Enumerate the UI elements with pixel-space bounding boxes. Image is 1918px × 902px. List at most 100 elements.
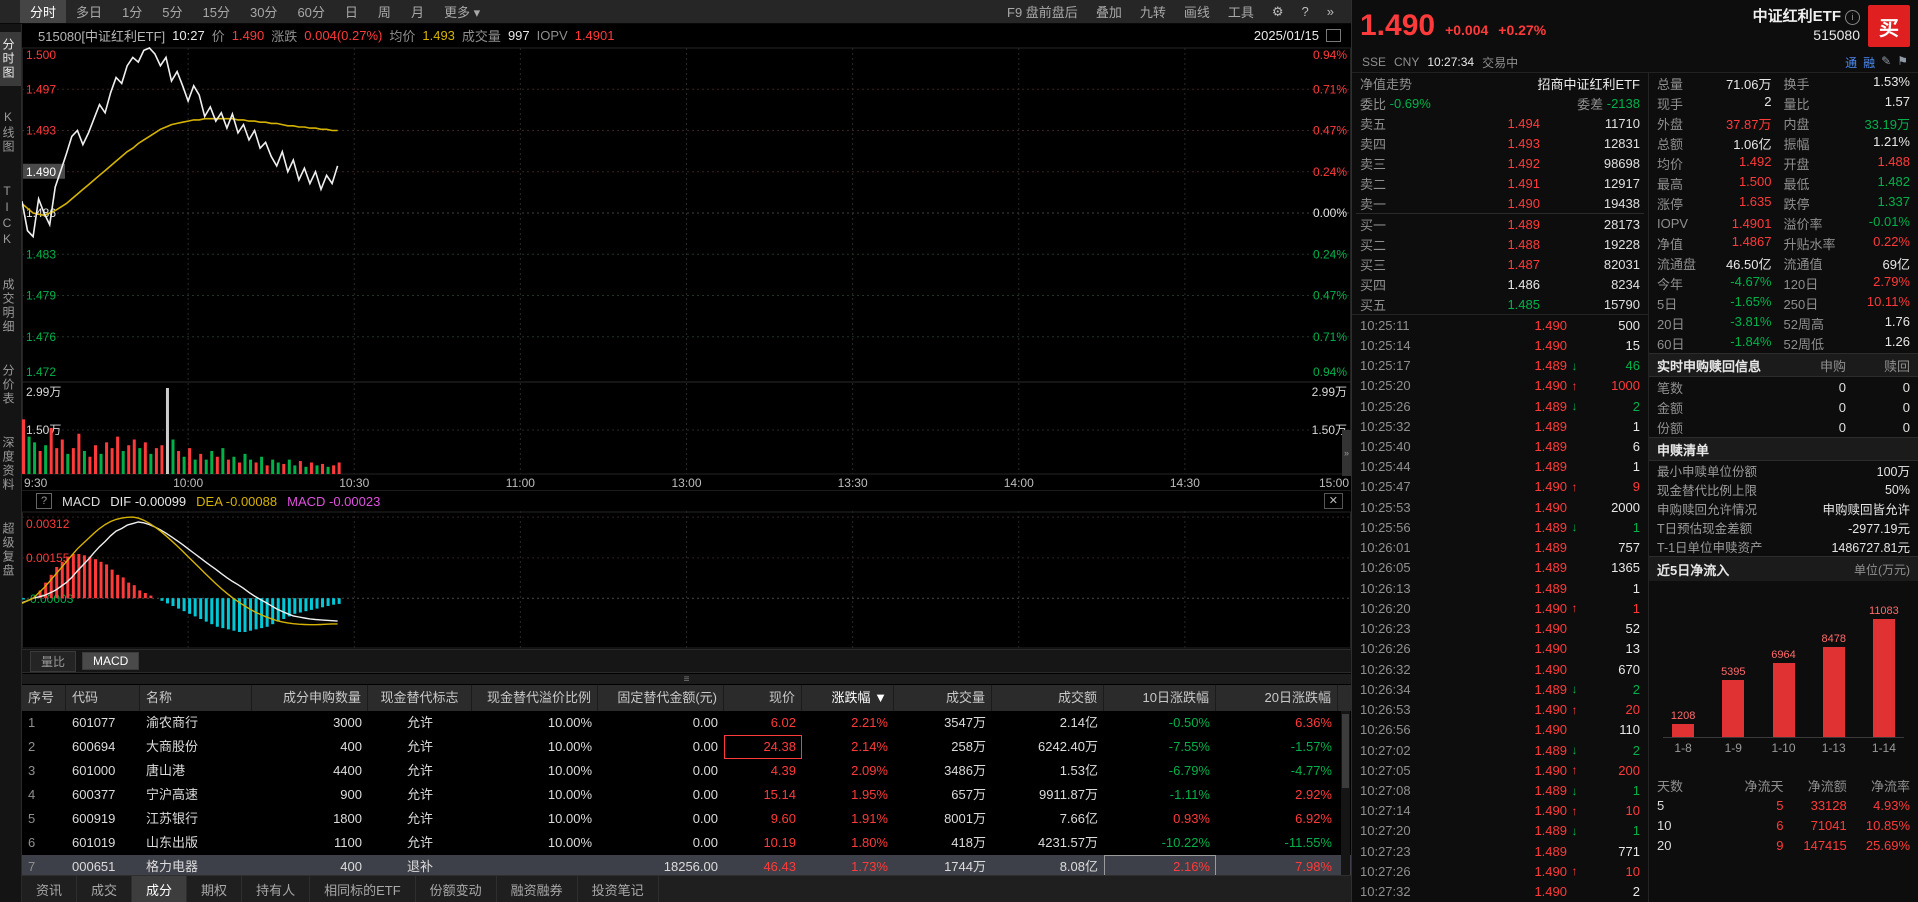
net-inflow-table: 天数 净流天 净流额 净流率 5 5 33128 4.93% 10 6 71041 10.85% 20 9… <box>1649 771 1918 855</box>
splitter-handle-icon[interactable]: ≡ <box>683 673 690 685</box>
quote-flag-icon[interactable]: ✎ <box>1881 53 1892 68</box>
indicator-tab[interactable]: MACD <box>82 652 140 670</box>
chart-symbol[interactable]: 515080[中证红利ETF] <box>38 28 166 44</box>
column-header-premium[interactable]: 现金替代溢价比例 <box>472 685 598 711</box>
indicator-help-icon[interactable]: ? <box>36 493 52 509</box>
bottom-tab[interactable]: 资讯 <box>22 876 78 902</box>
cell-fixed: 0.00 <box>692 715 718 730</box>
overlay-tool[interactable]: 叠加 <box>1095 5 1122 20</box>
bottom-tab[interactable]: 份额变动 <box>416 876 497 902</box>
flow-table-cell: 25.69% <box>1865 837 1910 853</box>
table-row[interactable]: 5 600919 江苏银行 1800 允许 10.00% 0.00 9.60 1.91% 8001… <box>22 807 1351 831</box>
cell-price: 6.02 <box>770 715 796 730</box>
bottom-tab[interactable]: 投资笔记 <box>578 876 659 902</box>
indicator-name[interactable]: MACD <box>62 493 101 509</box>
column-header-flag[interactable]: 现金替代标志 <box>368 685 472 711</box>
tick-price: 1.490 <box>1534 499 1567 515</box>
orderbook-price: 1.487 <box>1507 256 1540 272</box>
time-and-sales[interactable]: 10:25:11 1.490 500 10:25:14 1.490 15 10:25:17 1… <box>1352 314 1648 902</box>
settings-icon[interactable]: ⚙ <box>1271 3 1284 19</box>
view-tab[interactable]: 超级复盘 <box>1 522 15 578</box>
tools-menu[interactable]: 工具 <box>1227 5 1254 20</box>
period-tab[interactable]: 周 <box>377 5 391 20</box>
nine-turn-tool[interactable]: 九转 <box>1139 5 1166 20</box>
tick-volume: 1 <box>1632 823 1640 839</box>
stat-row: 最高 1.500 最低 1.482 <box>1649 173 1918 193</box>
table-row[interactable]: 2 600694 大商股份 400 允许 10.00% 0.00 24.38 2.14% 258万… <box>22 735 1351 759</box>
premarket-toggle[interactable]: F9 盘前盘后 <box>1007 5 1078 20</box>
stat-row: 今年 -4.67% 120日 2.79% <box>1649 273 1918 293</box>
period-tab[interactable]: 60分 <box>297 5 325 20</box>
tick-direction-icon: ↓ <box>1571 358 1578 373</box>
buy-button[interactable]: 买 <box>1868 5 1910 47</box>
bottom-tab[interactable]: 成交 <box>77 876 133 902</box>
bottom-tab[interactable]: 持有人 <box>242 876 311 902</box>
column-header-name[interactable]: 名称 <box>140 685 252 711</box>
bottom-tab[interactable]: 期权 <box>187 876 243 902</box>
table-row[interactable]: 3 601000 唐山港 4400 允许 10.00% 0.00 4.39 2.09% 3486万… <box>22 759 1351 783</box>
column-header-vol[interactable]: 成交量 <box>894 685 992 711</box>
period-tab[interactable]: 更多 ▾ <box>443 5 481 20</box>
period-tab[interactable]: 多日 <box>76 5 103 20</box>
quote-flag-icon[interactable]: 通 <box>1845 55 1858 70</box>
panel-splitter[interactable]: ≡ <box>22 673 1351 685</box>
close-indicator-icon[interactable]: ✕ <box>1323 493 1343 509</box>
column-header-seq[interactable]: 序号 <box>22 685 66 711</box>
view-tab[interactable]: TICK <box>0 184 14 248</box>
quote-flag-icon[interactable]: 融 <box>1863 55 1876 70</box>
period-tab[interactable]: 日 <box>344 5 358 20</box>
column-header-price[interactable]: 现价 <box>724 685 802 711</box>
view-tab[interactable]: 分价表 <box>1 364 15 406</box>
flow-table-row: 10 6 71041 10.85% <box>1657 815 1910 835</box>
snapshot-icon[interactable] <box>1326 28 1341 42</box>
period-tab[interactable]: 5分 <box>162 5 183 20</box>
fund-name-link[interactable]: 招商中证红利ETF <box>1537 76 1640 92</box>
cell-name: 宁沪高速 <box>146 787 199 802</box>
bottom-tab[interactable]: 相同标的ETF <box>310 876 416 902</box>
period-tab[interactable]: 分时 <box>20 0 67 23</box>
table-scrollbar[interactable] <box>1341 711 1350 875</box>
column-header-fixed[interactable]: 固定替代金额(元) <box>598 685 724 711</box>
quote-flag-icon[interactable]: ⚑ <box>1897 53 1908 68</box>
tick-volume: 10 <box>1625 863 1640 879</box>
indicator-tab[interactable]: 量比 <box>30 650 77 672</box>
column-header-code[interactable]: 代码 <box>66 685 140 711</box>
column-header-d10[interactable]: 10日涨跌幅 <box>1104 685 1216 711</box>
table-row[interactable]: 1 601077 渝农商行 3000 允许 10.00% 0.00 6.02 2.21% 3547… <box>22 711 1351 735</box>
draw-tool[interactable]: 画线 <box>1183 5 1210 20</box>
column-header-qty[interactable]: 成分申购数量 <box>252 685 368 711</box>
view-tab[interactable]: K线图 <box>1 110 15 154</box>
table-row[interactable]: 7 000651 格力电器 400 退补 18256.00 46.43 1.73% 1744万 8… <box>22 855 1351 875</box>
tick-time: 10:25:14 <box>1360 337 1411 353</box>
collapse-panel-handle[interactable]: » <box>1342 430 1351 476</box>
orderbook-level-label: 卖三 <box>1360 156 1387 172</box>
column-header-d20[interactable]: 20日涨跌幅 <box>1216 685 1338 711</box>
table-row[interactable]: 6 601019 山东出版 1100 允许 10.00% 0.00 10.19 1.80% 418… <box>22 831 1351 855</box>
cell-vol: 258万 <box>951 739 986 754</box>
stat-pair: 120日 2.79% <box>1784 274 1911 293</box>
column-header-amt[interactable]: 成交额 <box>992 685 1104 711</box>
view-tab[interactable]: 分时图 <box>0 32 21 86</box>
cell-d10: -0.50% <box>1168 715 1210 730</box>
view-tab[interactable]: 深度资料 <box>1 436 15 492</box>
pcf-row: 现金替代比例上限 50% <box>1649 480 1918 499</box>
period-tab[interactable]: 30分 <box>249 5 278 20</box>
column-header-chg[interactable]: 涨跌幅 ▼ <box>802 685 894 711</box>
stat-value: 10.11% <box>1866 293 1910 309</box>
period-tab[interactable]: 月 <box>410 5 424 20</box>
period-tab[interactable]: 15分 <box>202 5 230 20</box>
tick-row: 10:25:17 1.489 ↓ 46 <box>1352 355 1648 375</box>
bottom-tab[interactable]: 成分 <box>132 876 188 902</box>
chart-date: 2025/01/15 <box>1253 27 1319 43</box>
info-icon[interactable]: i <box>1845 9 1860 25</box>
intraday-chart[interactable]: 1.500 0.94% 1.497 0.71% 1.493 0.47% 1.490 0.24%… <box>22 46 1351 490</box>
expand-icon[interactable]: » <box>1326 4 1334 19</box>
view-tab[interactable]: 成交明细 <box>1 278 15 334</box>
nav-trend-link[interactable]: 净值走势 <box>1360 76 1413 92</box>
period-tab[interactable]: 1分 <box>122 5 143 20</box>
tick-time: 10:25:47 <box>1360 479 1411 495</box>
bottom-tab[interactable]: 融资融券 <box>497 876 578 902</box>
table-row[interactable]: 4 600377 宁沪高速 900 允许 10.00% 0.00 15.14 1.95% 657万… <box>22 783 1351 807</box>
help-icon[interactable]: ? <box>1301 4 1309 19</box>
